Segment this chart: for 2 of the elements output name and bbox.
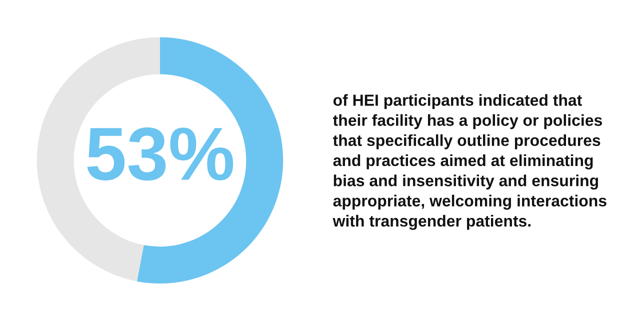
text: of HEI participants indicated that their facility has a policy or policies that specifically outline procedures and practices aimed at eliminating bias and insensitivity and ensuring appropriate, welcoming interactions with transgender patients.: [332, 94, 606, 230]
data-label: 53%: [87, 127, 234, 181]
